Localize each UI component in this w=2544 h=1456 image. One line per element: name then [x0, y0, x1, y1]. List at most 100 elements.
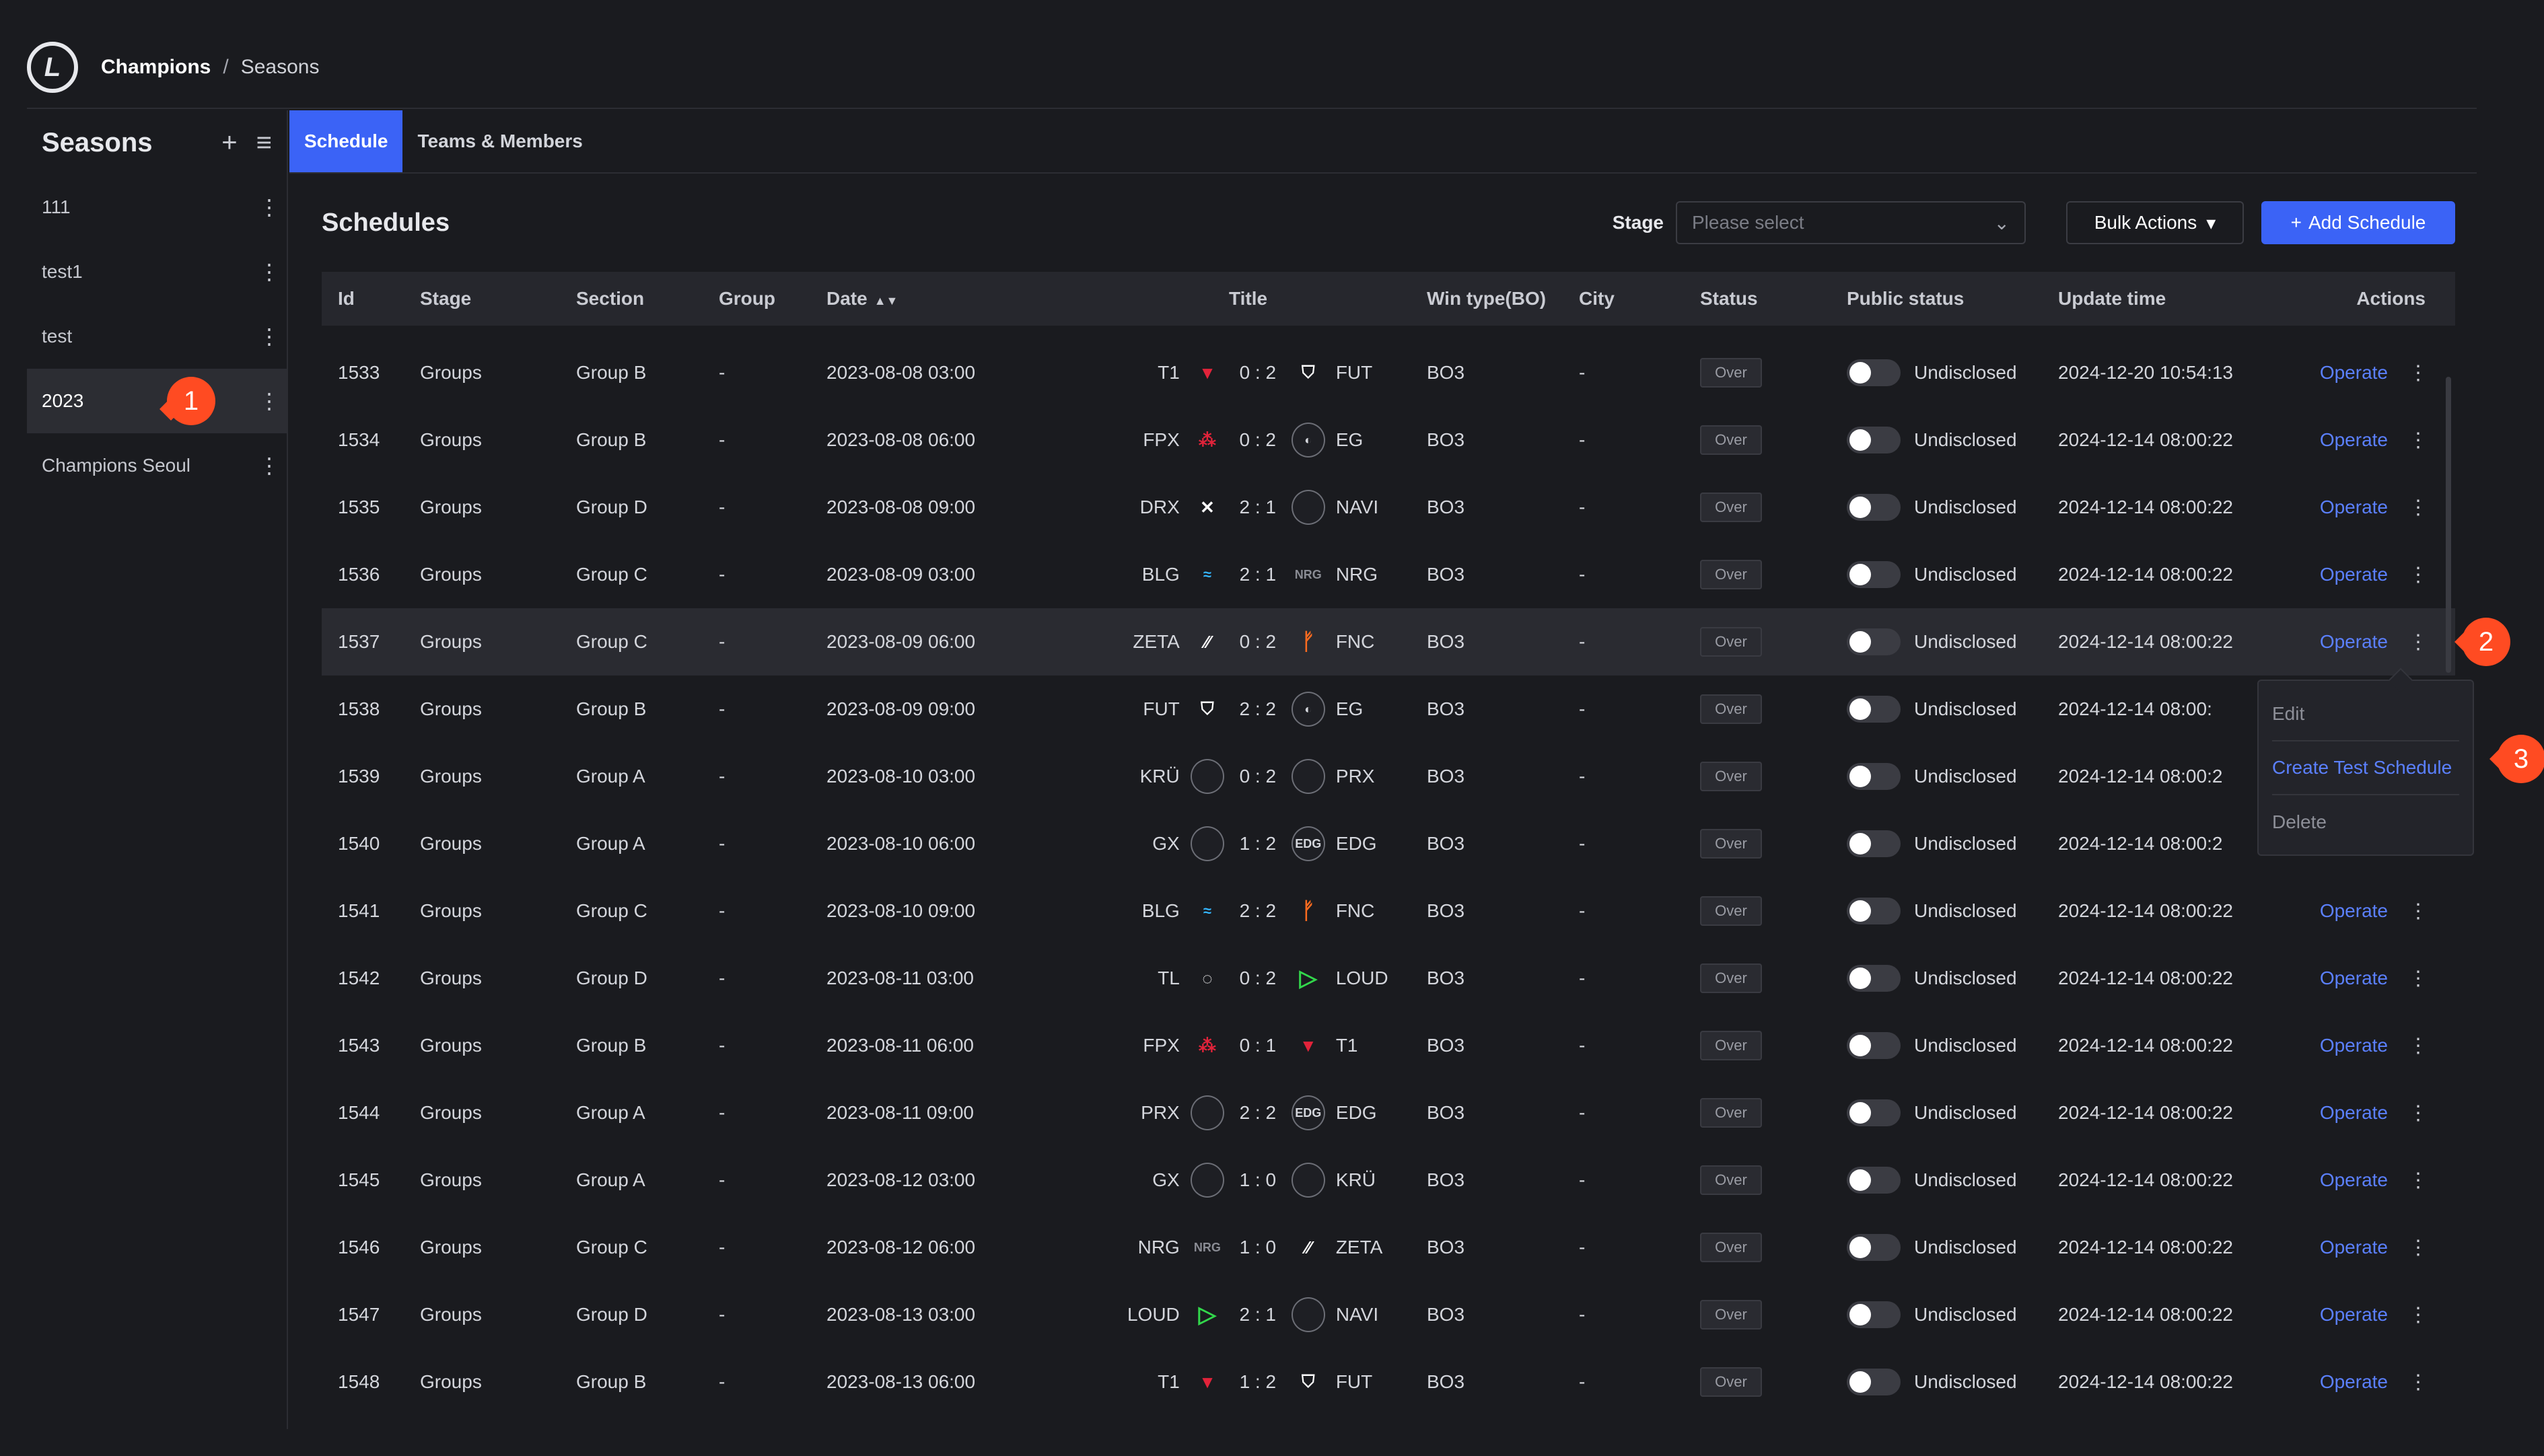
- operate-link[interactable]: Operate: [2319, 1035, 2388, 1056]
- home-team: FPX: [1143, 429, 1180, 450]
- table-row[interactable]: 1534 Groups Group B - 2023-08-08 06:00 FPX ⁂ 0 …: [322, 406, 2455, 474]
- table-row[interactable]: 1536 Groups Group C - 2023-08-09 03:00 BLG ≈2 …: [322, 541, 2455, 608]
- public-toggle[interactable]: [1847, 763, 1901, 790]
- table-row[interactable]: 1540 Groups Group A - 2023-08-10 06:00 GX 1 : …: [322, 810, 2455, 877]
- operate-link[interactable]: Operate: [2319, 1237, 2388, 1258]
- kebab-menu-icon[interactable]: ⋮: [258, 324, 280, 349]
- public-toggle[interactable]: [1847, 1167, 1901, 1194]
- operate-link[interactable]: Operate: [2319, 631, 2388, 652]
- sidebar-item-season[interactable]: test ⋮: [27, 304, 287, 369]
- operate-link[interactable]: Operate: [2319, 362, 2388, 383]
- cell-section: Group C: [576, 631, 647, 652]
- kebab-menu-icon[interactable]: ⋮: [2408, 900, 2428, 922]
- cell-win-type: BO3: [1427, 1169, 1465, 1190]
- cell-city: -: [1579, 968, 1586, 988]
- kebab-menu-icon[interactable]: ⋮: [2408, 361, 2428, 384]
- table-row[interactable]: 1545 Groups Group A - 2023-08-12 03:00 GX 1 : …: [322, 1146, 2455, 1214]
- table-row[interactable]: 1544 Groups Group A - 2023-08-11 09:00 PRX 2 :…: [322, 1079, 2455, 1146]
- public-toggle[interactable]: [1847, 1301, 1901, 1328]
- public-toggle[interactable]: [1847, 898, 1901, 924]
- table-row[interactable]: 1543 Groups Group B - 2023-08-11 06:00 FPX ⁂ 0 …: [322, 1012, 2455, 1079]
- sort-icon[interactable]: ▲▼: [874, 294, 898, 307]
- cell-section: Group B: [576, 1035, 647, 1056]
- cell-update-time: 2024-12-14 08:00:22: [2058, 564, 2233, 585]
- kebab-menu-icon[interactable]: ⋮: [2408, 1034, 2428, 1057]
- kebab-menu-icon[interactable]: ⋮: [2408, 429, 2428, 451]
- stage-select[interactable]: Please select ⌄: [1676, 201, 2026, 244]
- kebab-menu-icon[interactable]: ⋮: [258, 453, 280, 478]
- public-toggle[interactable]: [1847, 965, 1901, 992]
- brand-logo[interactable]: L: [27, 42, 78, 93]
- operate-link[interactable]: Operate: [2319, 968, 2388, 988]
- operate-link[interactable]: Operate: [2319, 497, 2388, 517]
- col-date[interactable]: Date ▲▼: [826, 288, 1082, 310]
- sidebar-item-season[interactable]: 2023 ⋮ 1: [27, 369, 287, 433]
- table-row[interactable]: 1546 Groups Group C -2023-08-12 06:00 NRG NRG…: [322, 1214, 2455, 1281]
- col-section: Section: [576, 288, 645, 309]
- public-toggle[interactable]: [1847, 427, 1901, 453]
- public-toggle[interactable]: [1847, 1099, 1901, 1126]
- menu-item-edit[interactable]: Edit: [2272, 688, 2459, 741]
- breadcrumb-home[interactable]: Champions: [101, 56, 211, 78]
- operate-link[interactable]: Operate: [2319, 1371, 2388, 1392]
- table-row[interactable]: 1535 Groups Group D - 2023-08-08 09:00 DRX ✕ 2 …: [322, 474, 2455, 541]
- cell-status: Over: [1700, 1233, 1847, 1262]
- sidebar-item-season[interactable]: Champions Seoul ⋮: [27, 433, 287, 498]
- operate-link[interactable]: Operate: [2319, 429, 2388, 450]
- table-row[interactable]: 1542 Groups Group D - 2023-08-11 03:00 TL ◌ 0 :…: [322, 945, 2455, 1012]
- kebab-menu-icon[interactable]: ⋮: [2408, 1303, 2428, 1326]
- public-toggle[interactable]: [1847, 494, 1901, 521]
- cell-group: -: [719, 833, 726, 854]
- public-toggle[interactable]: [1847, 1369, 1901, 1395]
- table-row[interactable]: 1539 Groups Group A - 2023-08-10 03:00 KRÜ 0 :…: [322, 743, 2455, 810]
- public-toggle[interactable]: [1847, 696, 1901, 723]
- sidebar-item-label: 111: [42, 196, 71, 217]
- public-toggle[interactable]: [1847, 561, 1901, 588]
- table-row[interactable]: 1537 Groups Group C - 2023-08-09 06:00 ZETA ⁄⁄…: [322, 608, 2455, 676]
- tab-teams-members[interactable]: Teams & Members: [417, 131, 583, 151]
- match-score: 0 : 1: [1239, 1035, 1277, 1056]
- sidebar-item-season[interactable]: test1 ⋮: [27, 240, 287, 304]
- plus-icon[interactable]: +: [221, 127, 238, 157]
- kebab-menu-icon[interactable]: ⋮: [2408, 1236, 2428, 1259]
- table-row[interactable]: 1538 Groups Group B - 2023-08-09 09:00 FUT ⛉ 2 …: [322, 676, 2455, 743]
- table-row[interactable]: 1533 Groups Group B - 2023-08-08 03:00 T1 ▼ 0 :…: [322, 339, 2455, 406]
- kebab-menu-icon[interactable]: ⋮: [2408, 563, 2428, 586]
- kebab-menu-icon[interactable]: ⋮: [2408, 1101, 2428, 1124]
- list-filter-icon[interactable]: ≡: [256, 127, 272, 157]
- kebab-menu-icon[interactable]: ⋮: [258, 389, 280, 413]
- add-schedule-button[interactable]: + Add Schedule: [2261, 201, 2455, 244]
- cell-group: -: [719, 1169, 726, 1190]
- table-scrollbar[interactable]: [2446, 377, 2451, 673]
- operate-link[interactable]: Operate: [2319, 564, 2388, 585]
- public-toggle[interactable]: [1847, 1234, 1901, 1261]
- operate-link[interactable]: Operate: [2319, 1304, 2388, 1325]
- table-row[interactable]: 1541 Groups Group C - 2023-08-10 09:00 BLG ≈2 …: [322, 877, 2455, 945]
- kebab-menu-icon[interactable]: ⋮: [258, 260, 280, 284]
- tab-schedule[interactable]: Schedule: [289, 110, 403, 172]
- operate-link[interactable]: Operate: [2319, 900, 2388, 921]
- operate-link[interactable]: Operate: [2319, 1169, 2388, 1190]
- breadcrumb-current: Seasons: [240, 56, 320, 78]
- public-status-label: Undisclosed: [1914, 631, 2017, 652]
- table-row[interactable]: 1548 Groups Group B - 2023-08-13 06:00 T1 ▼ 1 :…: [322, 1348, 2455, 1416]
- public-toggle[interactable]: [1847, 628, 1901, 655]
- public-toggle[interactable]: [1847, 359, 1901, 386]
- away-team-logo-icon: [1291, 1163, 1325, 1198]
- public-toggle[interactable]: [1847, 830, 1901, 857]
- bulk-actions-button[interactable]: Bulk Actions ▾: [2066, 201, 2244, 244]
- sidebar-item-season[interactable]: 111 ⋮: [27, 175, 287, 240]
- kebab-menu-icon[interactable]: ⋮: [258, 195, 280, 219]
- cell-id: 1544: [338, 1102, 380, 1123]
- home-team: BLG: [1141, 900, 1180, 921]
- menu-item-delete[interactable]: Delete: [2272, 811, 2327, 832]
- table-row[interactable]: 1547 Groups Group D - 2023-08-13 03:00 LOUD ▷ 2…: [322, 1281, 2455, 1348]
- menu-item-create-test-schedule[interactable]: Create Test Schedule: [2272, 741, 2459, 795]
- operate-link[interactable]: Operate: [2319, 1102, 2388, 1123]
- kebab-menu-icon[interactable]: ⋮: [2408, 1371, 2428, 1393]
- kebab-menu-icon[interactable]: ⋮: [2408, 1169, 2428, 1192]
- kebab-menu-icon[interactable]: ⋮: [2408, 630, 2428, 653]
- public-toggle[interactable]: [1847, 1032, 1901, 1059]
- kebab-menu-icon[interactable]: ⋮: [2408, 967, 2428, 990]
- kebab-menu-icon[interactable]: ⋮: [2408, 496, 2428, 519]
